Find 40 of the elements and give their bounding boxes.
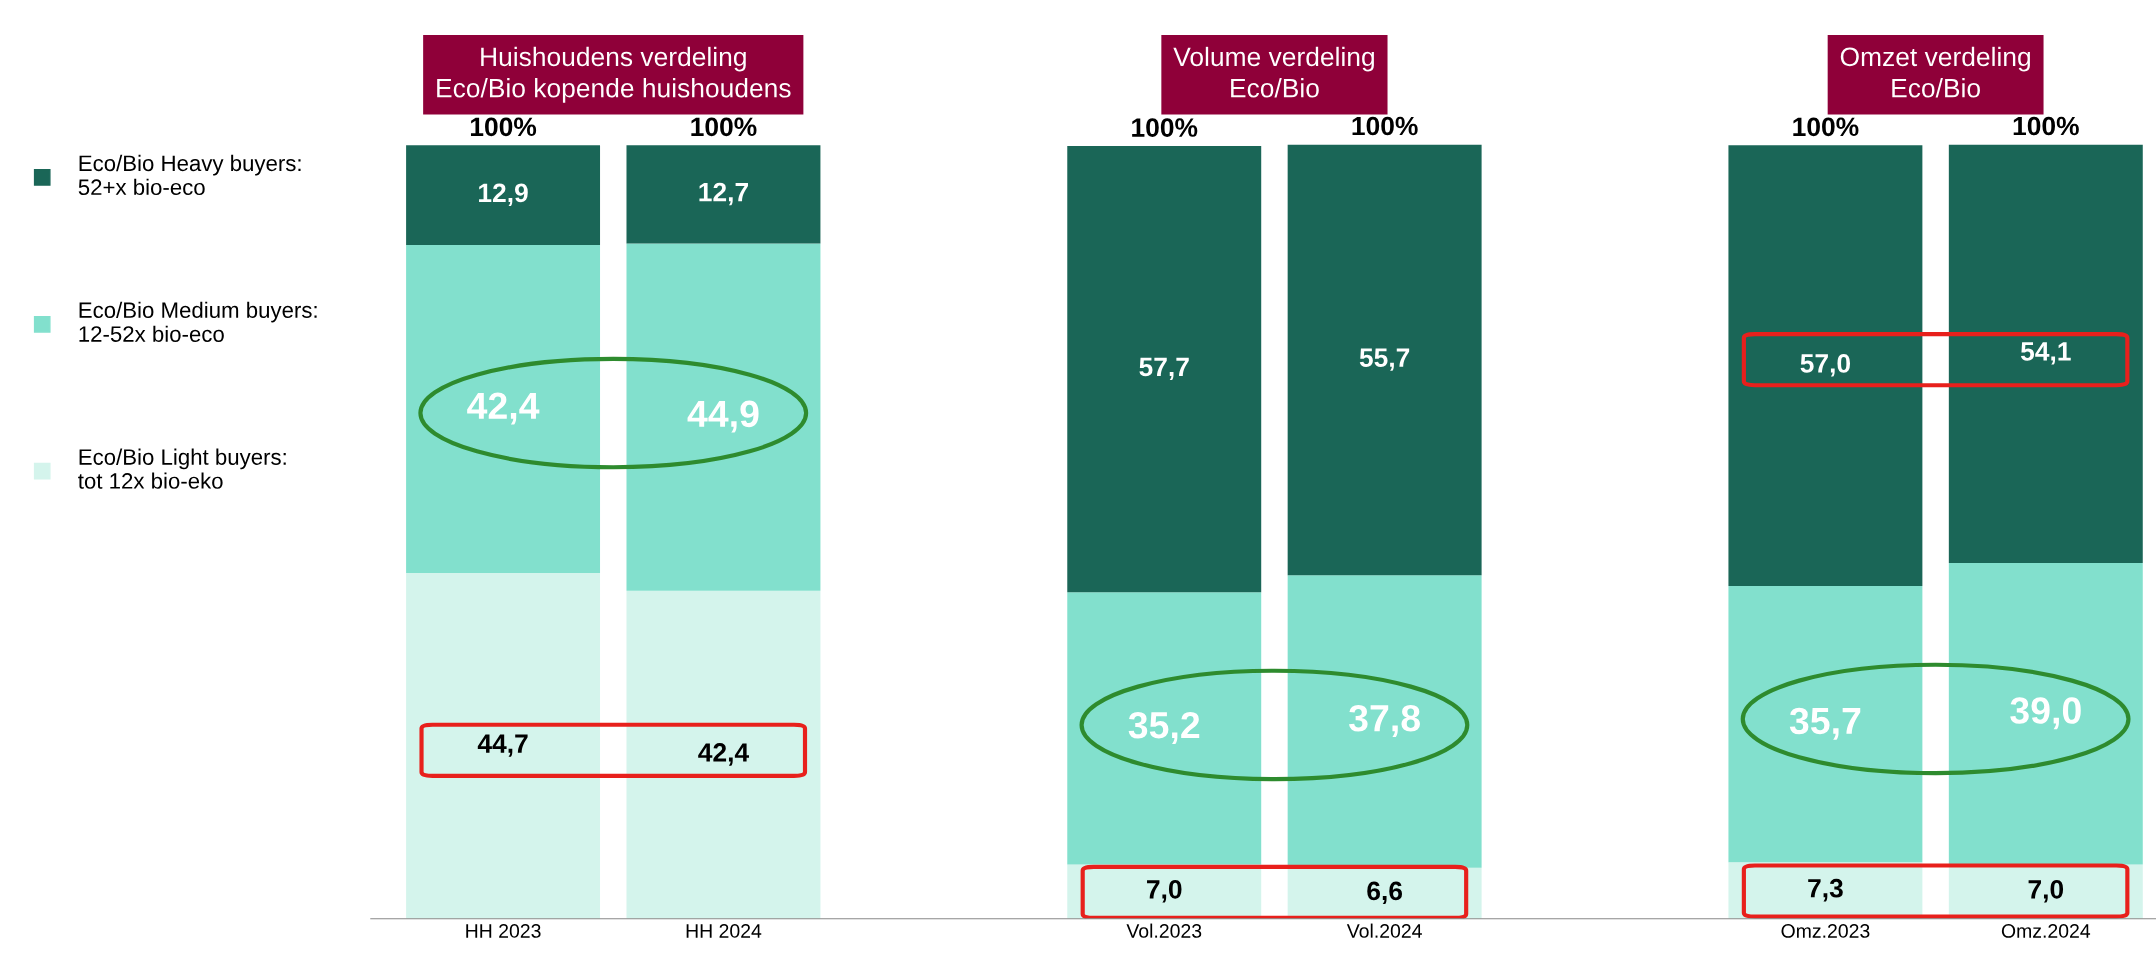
data-label: 42,4 (698, 743, 749, 766)
bar (406, 145, 601, 245)
bar (1067, 146, 1262, 593)
legend-label: Eco/Bio Medium buyers: 12-52x bio-eco (79, 301, 317, 342)
total-label: 100% (691, 117, 757, 137)
x-tick-label: Omz.2024 (2001, 924, 2091, 938)
x-tick-label: Vol.2023 (1126, 923, 1202, 938)
x-tick-label: HH 2023 (466, 924, 541, 938)
total-label: 100% (1132, 118, 1198, 137)
total-label: 100% (1352, 116, 1418, 136)
bar (1287, 144, 1482, 576)
x-tick-label: Vol.2024 (1346, 923, 1422, 938)
data-label: 12,9 (479, 183, 528, 207)
data-label: 7,3 (1808, 878, 1843, 902)
data-label: 35,7 (1789, 707, 1861, 740)
data-label: 55,7 (1359, 348, 1410, 371)
data-label: 44,7 (477, 734, 528, 757)
data-label: 54,1 (2020, 342, 2071, 365)
data-label: 7,0 (2028, 880, 2064, 903)
text: Omzet verdeling Eco/Bio (1840, 46, 2030, 98)
data-label: 39,0 (2010, 697, 2081, 730)
data-label: 12,7 (699, 182, 748, 206)
data-label: 7,0 (1147, 880, 1182, 903)
data-label: 6,6 (1367, 881, 1403, 905)
bar (626, 145, 821, 244)
data-label: 57,7 (1139, 357, 1189, 381)
legend-label: Eco/Bio Heavy buyers: 52+x bio-eco (78, 154, 301, 196)
total-label: 100% (1793, 117, 1859, 137)
text: Huishoudens verdeling Eco/Bio kopende huishoudens (437, 46, 791, 103)
text: Volume verdeling Eco/Bio (1173, 46, 1374, 98)
data-label: 37,8 (1349, 704, 1420, 737)
legend-label: Eco/Bio Light buyers: tot 12x bio-eko (78, 448, 286, 489)
total-label: 100% (470, 117, 537, 137)
x-tick-label: HH 2024 (686, 924, 762, 938)
data-label: 35,2 (1128, 711, 1200, 744)
data-label: 44,9 (687, 400, 759, 433)
data-label: 42,4 (467, 392, 540, 425)
x-tick-label: Omz.2023 (1781, 924, 1870, 938)
data-label: 57,0 (1800, 354, 1851, 377)
total-label: 100% (2013, 116, 2079, 136)
